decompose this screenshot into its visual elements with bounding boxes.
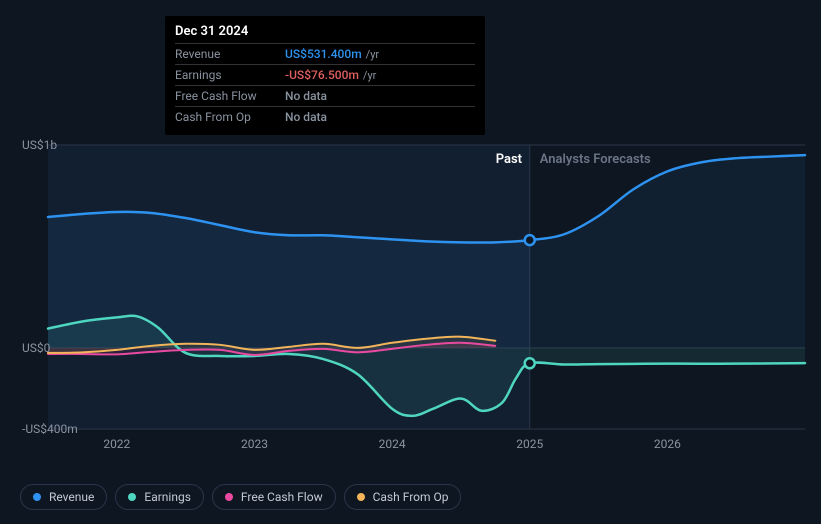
y-axis-tick-label: US$0 [22,341,50,355]
chart-legend: Revenue Earnings Free Cash Flow Cash From O… [20,484,461,510]
tooltip-metric-value: No data [285,89,327,103]
tooltip-metric-label: Cash From Op [175,110,285,124]
legend-swatch-icon [357,493,365,501]
y-axis-tick-label: US$1b [22,138,57,152]
legend-swatch-icon [225,493,233,501]
x-axis-tick-label: 2026 [654,437,681,451]
x-axis-tick-label: 2022 [103,437,130,451]
legend-item[interactable]: Revenue [20,484,107,510]
chart-svg [16,125,805,449]
forecast-section-label: Analysts Forecasts [540,152,651,167]
tooltip-metric-value: -US$76.500m [285,68,359,82]
tooltip-metric-unit: /yr [363,69,376,82]
tooltip-row: Earnings-US$76.500m/yr [175,64,475,85]
x-axis-tick-label: 2023 [241,437,268,451]
y-axis-tick-label: -US$400m [22,422,78,436]
legend-swatch-icon [128,493,136,501]
past-section-label: Past [496,152,522,167]
tooltip-metric-label: Earnings [175,68,285,82]
financials-chart: US$1b US$0 -US$400m 2022 2023 2024 2025 2026 [16,125,805,449]
tooltip-row: RevenueUS$531.400m/yr [175,43,475,64]
legend-item[interactable]: Cash From Op [344,484,462,510]
x-axis-tick-label: 2025 [516,437,543,451]
legend-item[interactable]: Free Cash Flow [212,484,336,510]
tooltip-row: Free Cash FlowNo data [175,85,475,106]
tooltip-metric-value: No data [285,110,327,124]
chart-tooltip: Dec 31 2024 RevenueUS$531.400m/yrEarning… [165,16,485,135]
tooltip-metric-value: US$531.400m [285,47,362,61]
legend-swatch-icon [33,493,41,501]
tooltip-row: Cash From OpNo data [175,106,475,127]
tooltip-date: Dec 31 2024 [175,24,475,43]
legend-label: Earnings [144,490,191,504]
legend-label: Free Cash Flow [241,490,323,504]
legend-label: Revenue [49,490,94,504]
legend-item[interactable]: Earnings [115,484,204,510]
x-axis-tick-label: 2024 [379,437,406,451]
legend-label: Cash From Op [373,490,449,504]
tooltip-metric-unit: /yr [366,48,379,61]
tooltip-metric-label: Free Cash Flow [175,89,285,103]
tooltip-metric-label: Revenue [175,47,285,61]
